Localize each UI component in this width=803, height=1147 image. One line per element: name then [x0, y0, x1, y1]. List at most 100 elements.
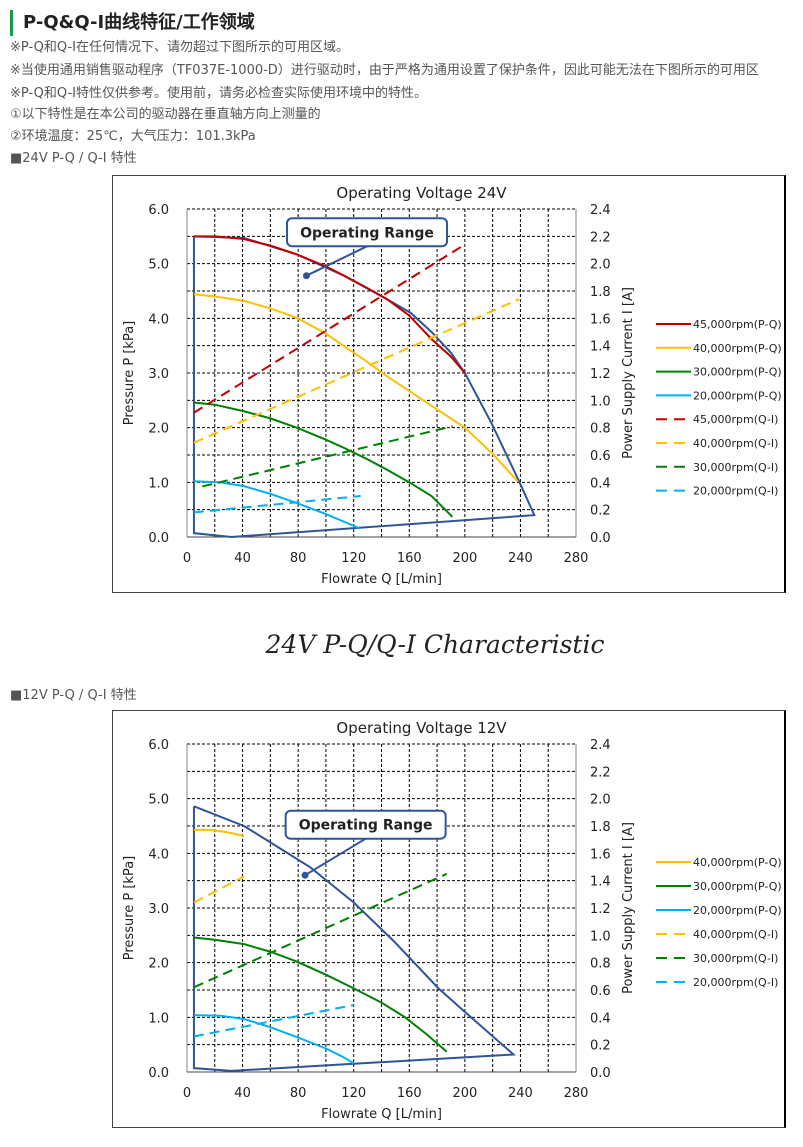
chart-24v-svg: Operating Voltage 24V 0 40 80 120 160 200 240 28…	[122, 184, 782, 587]
y2-tick-label: 1.8	[590, 285, 611, 300]
series-line-40-000rpm-q-i-	[193, 875, 245, 904]
annotation-dot	[301, 871, 309, 879]
y2-tick-label: 0.6	[590, 449, 611, 464]
legend-label: 30,000rpm(Q-I)	[693, 952, 778, 965]
x-axis-label: Flowrate Q [L/min]	[321, 572, 442, 587]
y-tick-label: 5.0	[148, 793, 169, 808]
series-line-20-000rpm-q-i-	[193, 495, 361, 514]
x-tick-label: 200	[452, 551, 477, 566]
y2-tick-label: 0.0	[590, 531, 611, 546]
y-tick-label: 6.0	[148, 738, 169, 753]
x-tick-label: 200	[452, 1086, 477, 1101]
annotation-pointer	[304, 837, 367, 877]
annotation-dot	[302, 272, 310, 280]
legend-label: 20,000rpm(P-Q)	[693, 904, 782, 917]
page-title: P-Q&Q-I曲线特征/工作领域	[10, 10, 255, 36]
x-tick-label: 160	[397, 551, 422, 566]
y2-tick-label: 2.0	[590, 793, 611, 808]
y2-tick-label: 0.2	[590, 1039, 611, 1054]
series-line-40-000rpm-p-q-	[193, 828, 245, 837]
y2-tick-label: 1.0	[590, 394, 611, 409]
y-axis-label: Pressure P [kPa]	[122, 856, 137, 961]
x-tick-label: 0	[183, 1086, 191, 1101]
y2-tick-label: 0.8	[590, 957, 611, 972]
legend-label: 20,000rpm(Q-I)	[693, 485, 778, 498]
series-line-30-000rpm-q-i-	[193, 872, 448, 989]
x-tick-label: 160	[397, 1086, 422, 1101]
annotation-pointer	[306, 245, 368, 277]
legend-label: 20,000rpm(Q-I)	[693, 976, 778, 989]
note-2: ※当使用通用销售驱动程序（TF037E-1000-D）进行驱动时，由于严格为通用…	[10, 63, 759, 78]
x-tick-label: 0	[183, 551, 191, 566]
x-tick-label: 120	[341, 551, 366, 566]
series-line-45-000rpm-p-q-	[193, 235, 466, 374]
series-line-30-000rpm-p-q-	[193, 401, 454, 518]
section-12v-heading: ■12V P-Q / Q-I 特性	[10, 688, 137, 703]
y-tick-label: 5.0	[148, 258, 169, 273]
series-line-45-000rpm-q-i-	[193, 243, 466, 414]
legend-label: 40,000rpm(P-Q)	[693, 856, 782, 869]
y2-tick-label: 1.2	[590, 902, 611, 917]
series-line-20-000rpm-p-q-	[193, 1014, 355, 1065]
legend-label: 40,000rpm(Q-I)	[693, 437, 778, 450]
y2-tick-label: 1.6	[590, 847, 611, 862]
x-tick-label: 280	[564, 1086, 589, 1101]
series-line-30-000rpm-p-q-	[193, 936, 448, 1053]
series-line-30-000rpm-q-i-	[202, 425, 453, 488]
note-3: ※P-Q和Q-I特性仅供参考。使用前，请务必检查实际使用环境中的特性。	[10, 86, 427, 101]
series-line-40-000rpm-q-i-	[193, 298, 520, 444]
chart-title: Operating Voltage 24V	[336, 184, 507, 202]
y-tick-label: 1.0	[148, 1011, 169, 1026]
y-tick-label: 1.0	[148, 476, 169, 491]
legend-label: 20,000rpm(P-Q)	[693, 389, 782, 402]
legend-label: 40,000rpm(Q-I)	[693, 928, 778, 941]
y2-tick-label: 1.4	[590, 875, 611, 890]
y2-tick-label: 1.2	[590, 367, 611, 382]
y2-tick-label: 1.4	[590, 340, 611, 355]
chart-title: Operating Voltage 12V	[336, 719, 507, 737]
x-tick-label: 120	[341, 1086, 366, 1101]
y2-tick-label: 1.6	[590, 312, 611, 327]
series-line-40-000rpm-p-q-	[193, 293, 519, 482]
y2-tick-label: 2.2	[590, 765, 611, 780]
y-tick-label: 2.0	[148, 422, 169, 437]
y-tick-label: 3.0	[148, 902, 169, 917]
y2-tick-label: 2.4	[590, 203, 611, 218]
y-tick-label: 4.0	[148, 312, 169, 327]
x-tick-label: 80	[290, 551, 307, 566]
y-tick-label: 3.0	[148, 367, 169, 382]
y2-tick-label: 0.4	[590, 1011, 611, 1026]
operating-range-boundary	[192, 235, 536, 539]
legend-label: 45,000rpm(P-Q)	[693, 318, 782, 331]
operating-range-boundary	[192, 805, 516, 1072]
x-tick-label: 40	[234, 1086, 251, 1101]
x-tick-label: 80	[290, 1086, 307, 1101]
y2-tick-label: 2.2	[590, 230, 611, 245]
chart-12v: Operating Voltage 12V 0 40 80 120 160 200 240 28…	[112, 710, 786, 1128]
y2-tick-label: 0.0	[590, 1066, 611, 1081]
y-tick-label: 0.0	[148, 531, 169, 546]
legend-label: 30,000rpm(P-Q)	[693, 880, 782, 893]
legend-label: 30,000rpm(P-Q)	[693, 366, 782, 379]
y2-axis-label: Power Supply Current I [A]	[621, 822, 636, 994]
y2-tick-label: 0.4	[590, 476, 611, 491]
y-tick-label: 2.0	[148, 957, 169, 972]
y-tick-label: 0.0	[148, 1066, 169, 1081]
chart-12v-svg: Operating Voltage 12V 0 40 80 120 160 200 240 28…	[122, 719, 782, 1122]
y2-tick-label: 0.8	[590, 422, 611, 437]
y2-tick-label: 2.4	[590, 738, 611, 753]
chart-24v: Operating Voltage 24V 0 40 80 120 160 200 240 28…	[112, 175, 786, 593]
annotation-box	[284, 809, 447, 840]
caption-24v: 24V P-Q/Q-I Characteristic	[265, 630, 605, 659]
y-tick-label: 6.0	[148, 203, 169, 218]
y-tick-label: 4.0	[148, 847, 169, 862]
y2-tick-label: 1.8	[590, 820, 611, 835]
y-axis-label: Pressure P [kPa]	[122, 321, 137, 426]
legend-label: 40,000rpm(P-Q)	[693, 342, 782, 355]
x-axis-label: Flowrate Q [L/min]	[321, 1107, 442, 1122]
note-1: ※P-Q和Q-I在任何情况下、请勿超过下图所示的可用区域。	[10, 40, 349, 55]
section-24v-heading: ■24V P-Q / Q-I 特性	[10, 151, 137, 166]
annotation-label: Operating Range	[300, 225, 434, 241]
x-tick-label: 40	[234, 551, 251, 566]
x-tick-label: 240	[508, 1086, 533, 1101]
